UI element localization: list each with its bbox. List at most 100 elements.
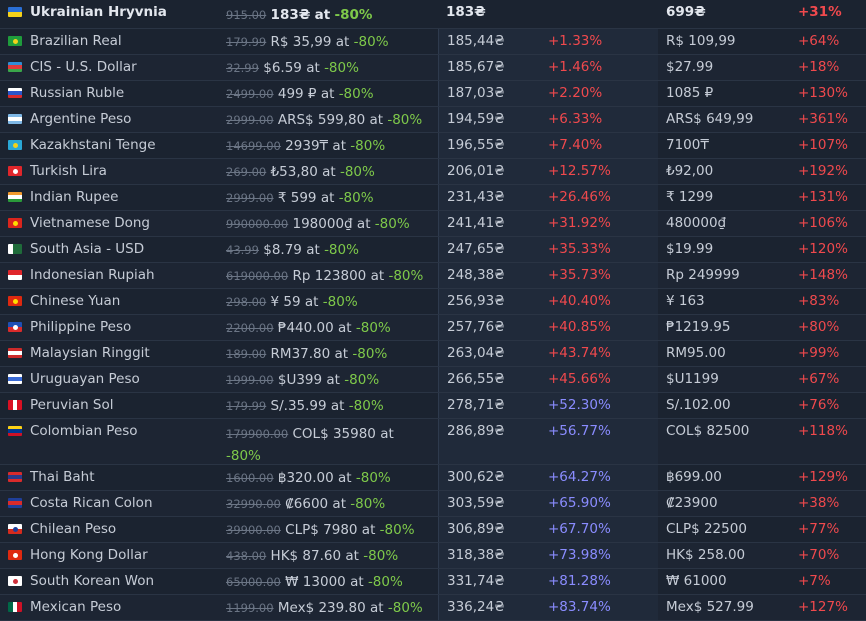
full-price-diff: +106% (798, 215, 848, 231)
sale-price: $8.79 (263, 242, 302, 258)
discount-percent: -80% (379, 522, 415, 538)
converted-diff: +73.98% (548, 543, 658, 568)
full-price-diff: +31% (798, 4, 842, 20)
full-price-diff: +83% (798, 293, 840, 309)
currency-name: Colombian Peso (30, 423, 138, 439)
original-price: 915.00 (226, 8, 267, 22)
converted-diff: +1.46% (548, 55, 658, 80)
discount-percent: -80% (363, 548, 399, 564)
country-flag-icon (8, 166, 22, 176)
converted-price: 241,41₴ (438, 211, 548, 236)
sale-price: ₩ 13000 (285, 574, 346, 590)
original-price: 179900.00 (226, 427, 289, 441)
at-label: at (306, 60, 320, 76)
currency-name: Vietnamese Dong (30, 215, 150, 231)
discount-percent: -80% (339, 164, 375, 180)
currency-name: Indian Rupee (30, 189, 119, 205)
converted-price: 206,01₴ (438, 159, 548, 184)
flag-cell (0, 595, 30, 612)
table-row: Indian Rupee 2999.00 ₹ 599 at -80% 231,43₴… (0, 185, 866, 211)
full-price: CLP$ 22500 (666, 521, 747, 537)
sale-price: ₱440.00 (277, 320, 334, 336)
converted-price: 257,76₴ (438, 315, 548, 340)
currency-name: South Asia - USD (30, 241, 145, 257)
currency-name: Thai Baht (30, 469, 95, 485)
currency-name: Hong Kong Dollar (30, 547, 148, 563)
table-row: Peruvian Sol 179.99 S/.35.99 at -80% 278,7… (0, 393, 866, 419)
converted-price: 185,44₴ (438, 29, 548, 54)
at-label: at (345, 548, 359, 564)
country-flag-icon (8, 62, 22, 72)
table-row: Russian Ruble 2499.00 499 ₽ at -80% 187,03… (0, 81, 866, 107)
at-label: at (332, 138, 346, 154)
full-price-diff: +76% (798, 397, 840, 413)
converted-price: 248,38₴ (438, 263, 548, 288)
currency-name: Turkish Lira (30, 163, 107, 179)
converted-price: 256,93₴ (438, 289, 548, 314)
sale-price: $U399 (277, 372, 323, 388)
full-price-diff: +18% (798, 59, 840, 75)
offer-cell: 65000.00 ₩ 13000 at -80% (226, 569, 438, 591)
discount-percent: -80% (324, 242, 359, 258)
converted-diff: +7.40% (548, 133, 658, 158)
full-price: $U1199 (666, 371, 719, 387)
at-label: at (334, 346, 349, 362)
flag-cell (0, 569, 30, 586)
offer-cell: 32990.00 ₡6600 at -80% (226, 491, 438, 513)
sale-price: S/.35.99 (270, 398, 327, 414)
full-price-diff: +70% (798, 547, 840, 563)
converted-diff: +12.57% (548, 159, 658, 184)
currency-name: Uruguayan Peso (30, 371, 140, 387)
full-price-diff: +129% (798, 469, 848, 485)
original-price: 43.99 (226, 243, 259, 257)
currency-name: South Korean Won (30, 573, 155, 589)
sale-price: ₹ 599 (277, 190, 317, 206)
sale-price: Rp 123800 (292, 268, 367, 284)
country-flag-icon (8, 400, 22, 410)
at-label: at (335, 34, 350, 50)
offer-cell: 2200.00 ₱440.00 at -80% (226, 315, 438, 337)
country-flag-icon (8, 498, 22, 508)
offer-cell: 1600.00 ฿320.00 at -80% (226, 465, 438, 487)
full-price-diff: +127% (798, 599, 848, 615)
currency-name: Brazilian Real (30, 33, 122, 49)
converted-price: 306,89₴ (438, 517, 548, 542)
at-label: at (326, 372, 340, 388)
country-flag-icon (8, 192, 22, 202)
original-price: 990000.00 (226, 217, 289, 231)
country-flag-icon (8, 88, 22, 98)
discount-percent: -80% (324, 60, 359, 76)
table-row: CIS - U.S. Dollar 32.99 $6.59 at -80% 185,… (0, 55, 866, 81)
at-label: at (322, 164, 336, 180)
country-flag-icon (8, 374, 22, 384)
full-price: ₩ 61000 (666, 573, 727, 589)
original-price: 32.99 (226, 61, 259, 75)
flag-cell (0, 315, 30, 332)
at-label: at (320, 86, 335, 102)
discount-percent: -80% (334, 7, 373, 23)
table-row: Thai Baht 1600.00 ฿320.00 at -80% 300,62₴ +… (0, 465, 866, 491)
full-price-diff: +131% (798, 189, 848, 205)
converted-diff: +52.30% (548, 393, 658, 418)
currency-name: Chilean Peso (30, 521, 117, 537)
currency-name: Malaysian Ringgit (30, 345, 150, 361)
converted-price: 187,03₴ (438, 81, 548, 106)
at-label: at (356, 216, 371, 232)
offer-cell: 2999.00 ₹ 599 at -80% (226, 185, 438, 207)
flag-cell (0, 419, 30, 436)
at-label: at (306, 242, 320, 258)
converted-diff: +81.28% (548, 569, 658, 594)
offer-cell: 915.00 183₴ at -80% (226, 0, 438, 26)
sale-price: RM37.80 (270, 346, 331, 362)
at-label: at (337, 320, 352, 336)
at-label: at (330, 398, 345, 414)
converted-price: 266,55₴ (438, 367, 548, 392)
full-price: COL$ 82500 (666, 423, 750, 439)
currency-name: Costa Rican Colon (30, 495, 153, 511)
full-price-diff: +120% (798, 241, 848, 257)
sale-price: ฿320.00 (277, 470, 334, 486)
original-price: 269.00 (226, 165, 267, 179)
full-price: ₺92,00 (666, 163, 714, 179)
flag-cell (0, 367, 30, 384)
country-flag-icon (8, 244, 22, 254)
